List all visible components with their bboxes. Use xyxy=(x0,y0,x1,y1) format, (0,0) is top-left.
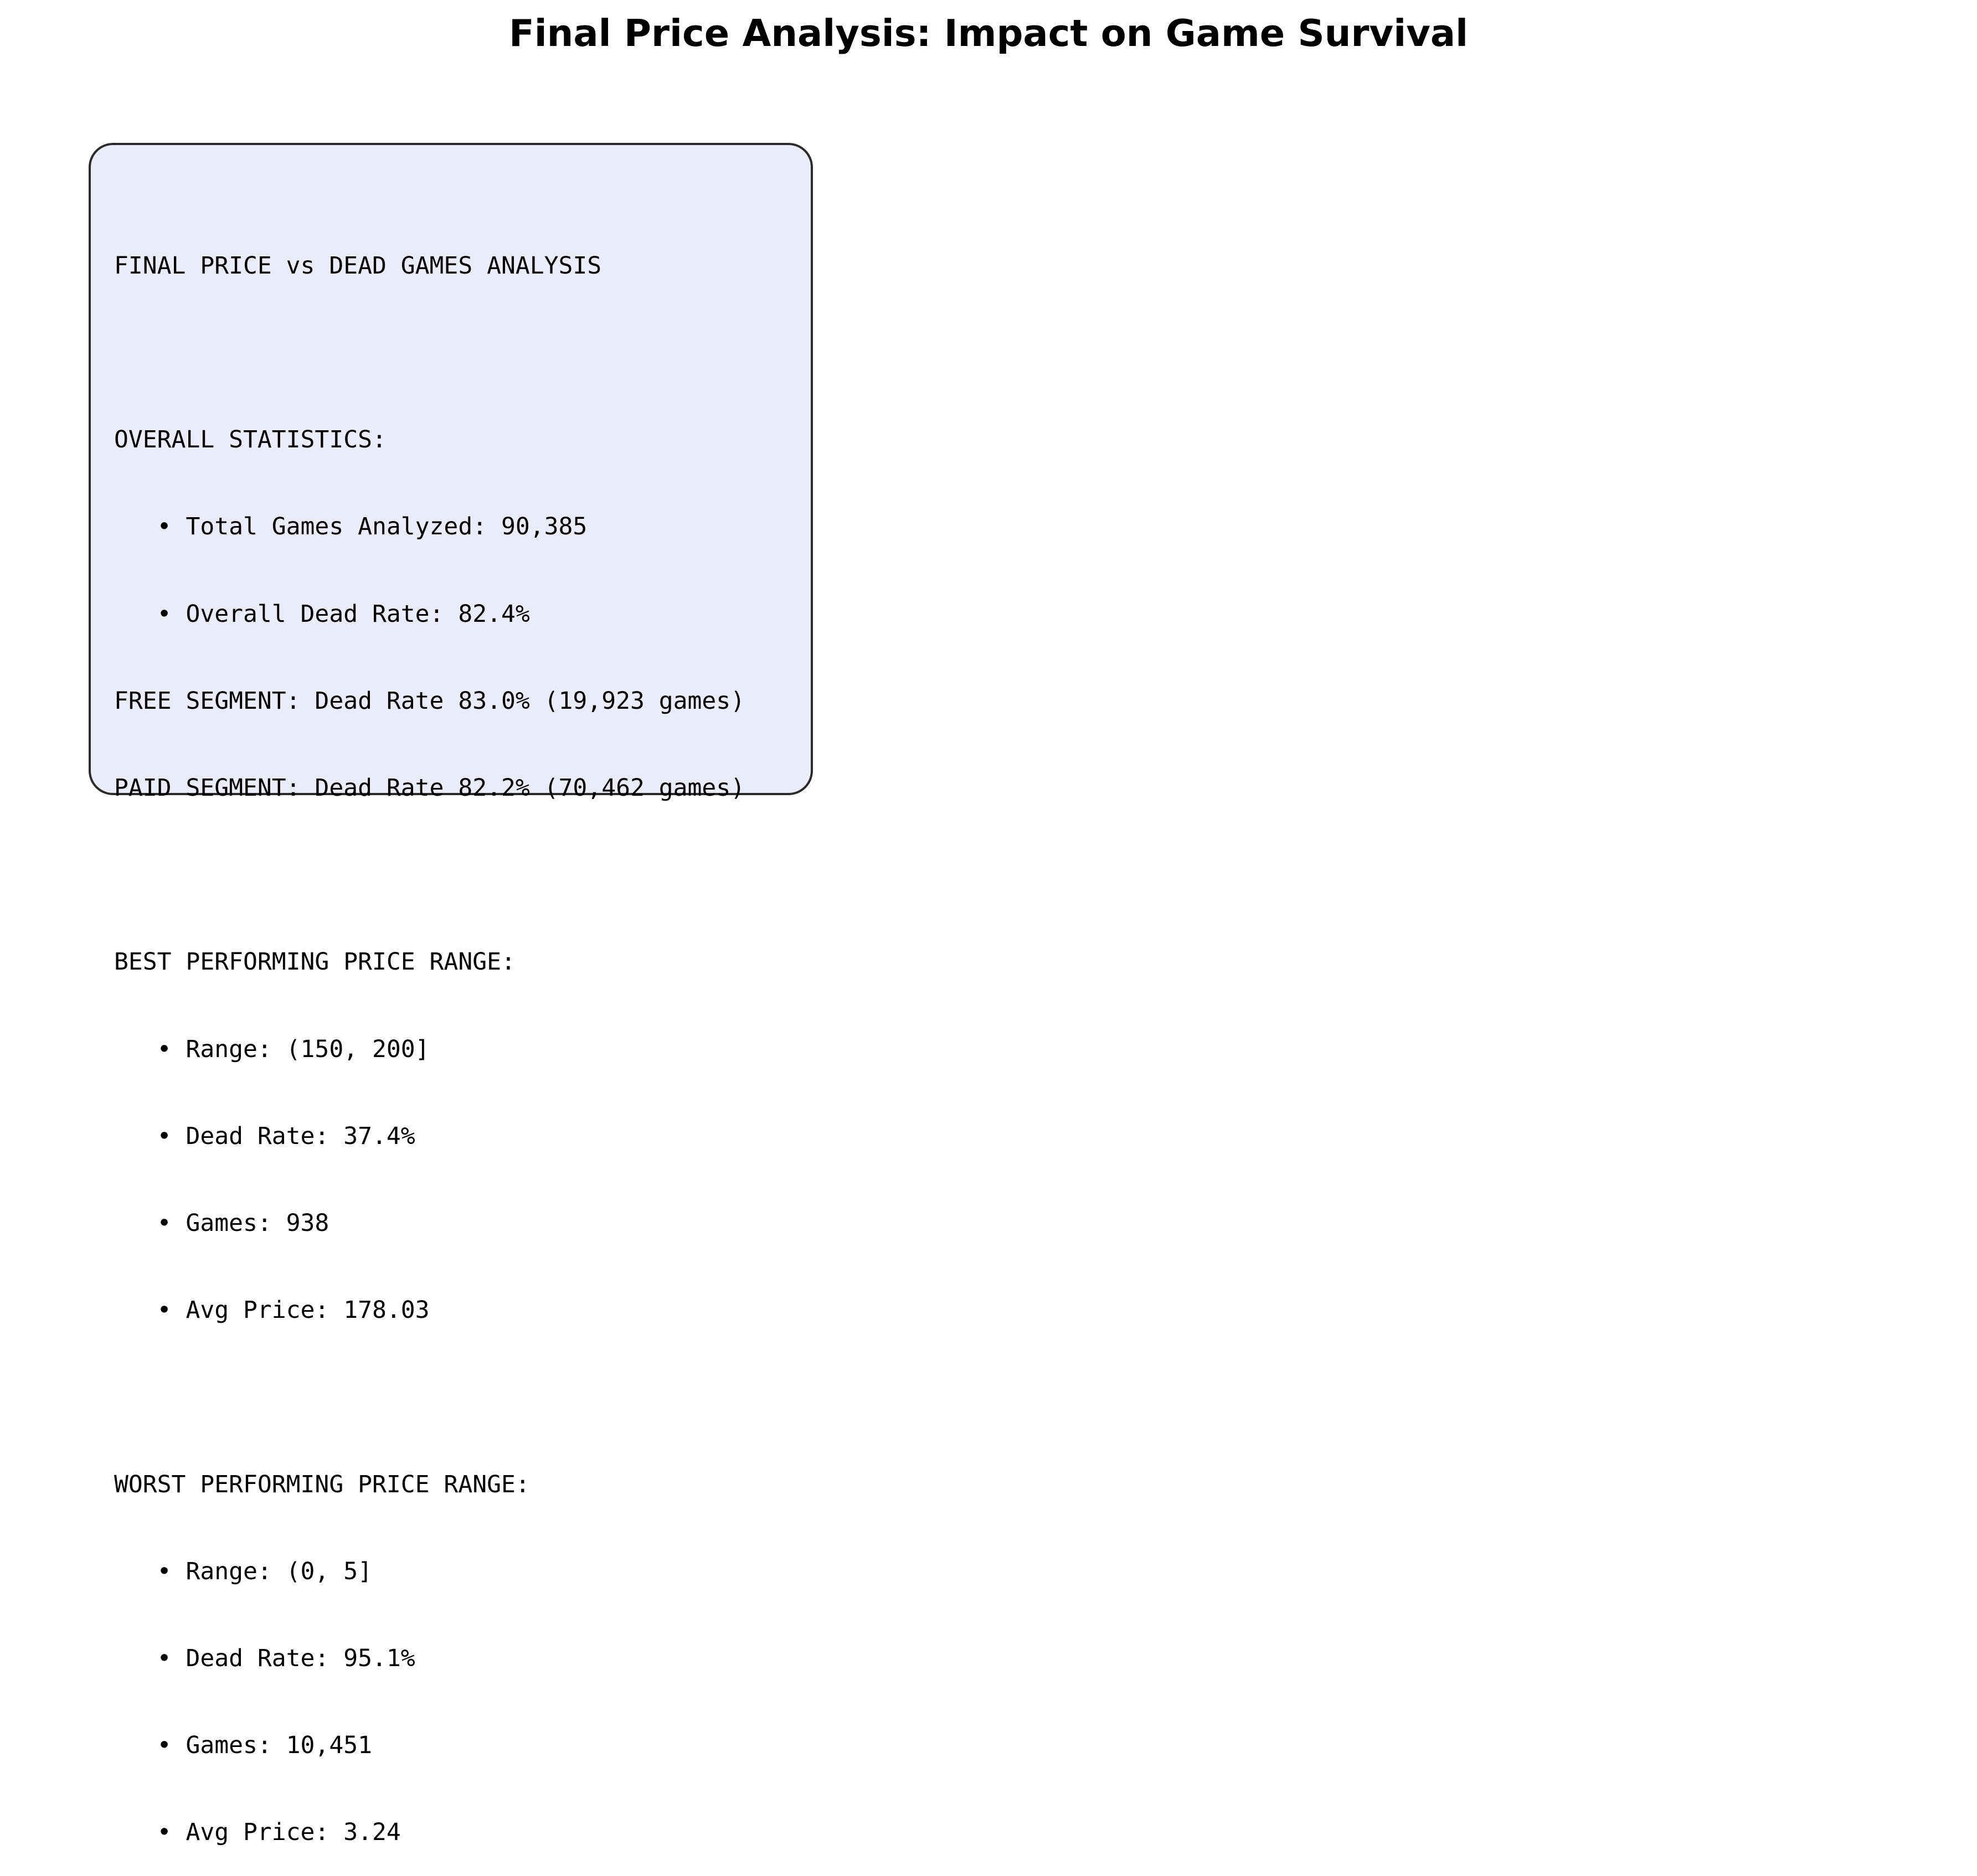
stats-line xyxy=(114,860,745,889)
stats-line: BEST PERFORMING PRICE RANGE: xyxy=(114,948,516,976)
stats-line xyxy=(114,1383,745,1411)
stats-line: • Avg Price: 3.24 xyxy=(114,1818,401,1847)
stats-text-box xyxy=(89,143,813,795)
stats-line: • Games: 10,451 xyxy=(114,1731,372,1760)
stats-text-lines: FINAL PRICE vs DEAD GAMES ANALYSIS OVERA… xyxy=(114,193,745,1876)
stats-line: • Overall Dead Rate: 82.4% xyxy=(114,600,530,628)
stats-line: • Total Games Analyzed: 90,385 xyxy=(114,513,588,541)
stats-line: • Avg Price: 178.03 xyxy=(114,1296,430,1324)
stats-line: • Range: (150, 200] xyxy=(114,1035,430,1063)
stats-line: PAID SEGMENT: Dead Rate 82.2% (70,462 ga… xyxy=(114,774,745,802)
stats-line: FREE SEGMENT: Dead Rate 83.0% (19,923 ga… xyxy=(114,687,745,715)
stats-line: FINAL PRICE vs DEAD GAMES ANALYSIS xyxy=(114,251,602,280)
figure-title: Final Price Analysis: Impact on Game Sur… xyxy=(508,12,1469,55)
stats-line: • Dead Rate: 37.4% xyxy=(114,1122,415,1150)
stats-line: OVERALL STATISTICS: xyxy=(114,426,387,454)
stats-line xyxy=(114,338,745,367)
stats-line: • Games: 938 xyxy=(114,1209,330,1238)
stats-line: WORST PERFORMING PRICE RANGE: xyxy=(114,1470,530,1498)
stats-line: • Dead Rate: 95.1% xyxy=(114,1645,415,1673)
stats-line: • Range: (0, 5] xyxy=(114,1557,372,1585)
